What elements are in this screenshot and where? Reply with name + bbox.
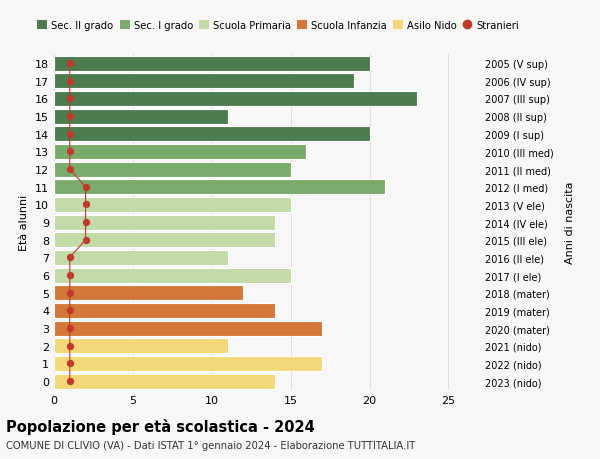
Point (65, 378, 74, 385)
Point (65, 254, 74, 262)
Point (65, 60, 74, 67)
Bar (54, 374, 275, 389)
Bar (54, 74, 354, 89)
Bar (54, 197, 290, 213)
Bar (54, 162, 290, 177)
Bar (54, 127, 370, 142)
Bar (54, 233, 275, 248)
Bar (54, 109, 227, 124)
Legend: Sec. II grado, Sec. I grado, Scuola Primaria, Scuola Infanzia, Asilo Nido, Stran: Sec. II grado, Sec. I grado, Scuola Prim… (34, 17, 523, 34)
Point (65, 272, 74, 279)
Text: COMUNE DI CLIVIO (VA) - Dati ISTAT 1° gennaio 2024 - Elaborazione TUTTITALIA.IT: COMUNE DI CLIVIO (VA) - Dati ISTAT 1° ge… (6, 440, 415, 450)
Point (65, 290, 74, 297)
Point (65, 148, 74, 156)
Bar (54, 339, 227, 353)
Bar (54, 56, 370, 72)
Bar (54, 92, 417, 106)
Point (65, 131, 74, 138)
Point (65, 342, 74, 350)
Y-axis label: Età alunni: Età alunni (19, 195, 29, 251)
Point (65, 78, 74, 85)
Point (65, 95, 74, 103)
Bar (54, 356, 322, 371)
Bar (54, 303, 275, 318)
Point (81, 236, 91, 244)
Point (65, 325, 74, 332)
Bar (54, 321, 322, 336)
Point (65, 113, 74, 120)
Text: Popolazione per età scolastica - 2024: Popolazione per età scolastica - 2024 (6, 418, 315, 434)
Point (81, 184, 91, 191)
Point (81, 219, 91, 226)
Point (65, 307, 74, 314)
Point (65, 360, 74, 367)
Bar (54, 285, 244, 301)
Y-axis label: Anni di nascita: Anni di nascita (565, 181, 575, 264)
Bar (54, 268, 290, 283)
Bar (54, 145, 307, 160)
Bar (54, 251, 227, 265)
Point (65, 166, 74, 174)
Point (81, 202, 91, 209)
Bar (54, 215, 275, 230)
Bar (54, 180, 385, 195)
